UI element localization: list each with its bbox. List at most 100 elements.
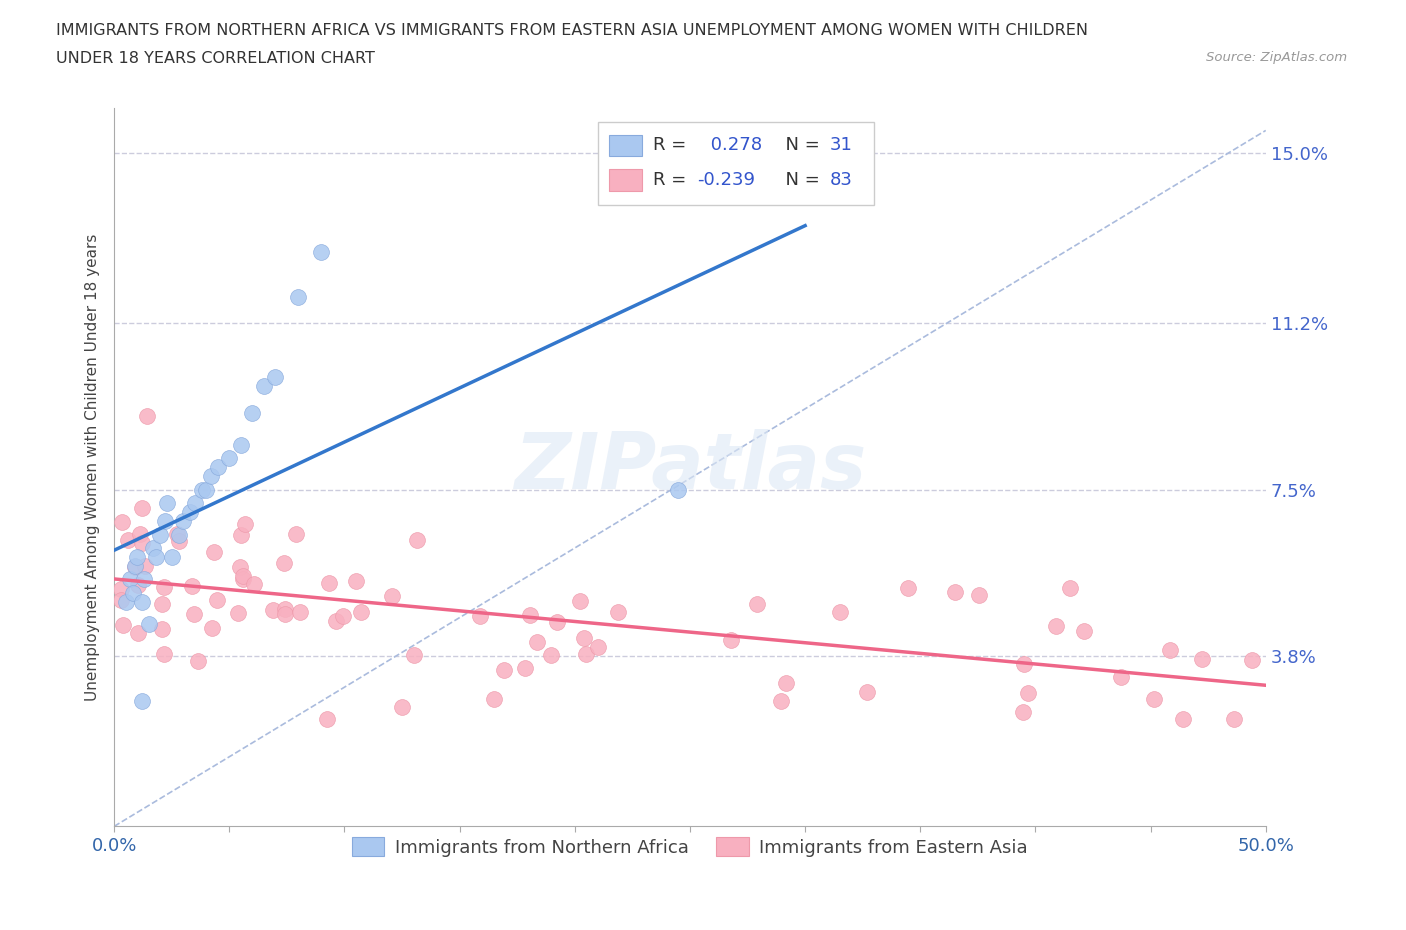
Point <box>145 550 167 565</box>
Point <box>402 648 425 663</box>
Point <box>184 496 207 511</box>
Point <box>129 526 152 541</box>
Point <box>218 451 240 466</box>
Point <box>120 572 142 587</box>
Point <box>1059 581 1081 596</box>
Point <box>540 647 562 662</box>
Point <box>205 592 228 607</box>
Point <box>153 647 176 662</box>
Point <box>183 606 205 621</box>
Point <box>195 482 218 497</box>
Text: N =: N = <box>775 137 825 154</box>
Point <box>226 605 249 620</box>
Point <box>127 626 149 641</box>
Point <box>607 604 630 619</box>
Point <box>110 593 132 608</box>
Point <box>166 526 188 541</box>
Text: ZIPatlas: ZIPatlas <box>513 429 866 505</box>
Point <box>897 581 920 596</box>
Point <box>112 618 135 632</box>
Point <box>167 527 190 542</box>
Point <box>131 501 153 516</box>
Point <box>134 572 156 587</box>
Text: 0.278: 0.278 <box>704 137 762 154</box>
Point <box>172 513 194 528</box>
Point <box>1014 657 1036 671</box>
Point <box>285 526 308 541</box>
Point <box>232 572 254 587</box>
Point <box>187 654 209 669</box>
Point <box>405 532 427 547</box>
Point <box>325 613 347 628</box>
Point <box>142 540 165 555</box>
Point <box>229 560 252 575</box>
Point <box>482 692 505 707</box>
Point <box>588 640 610 655</box>
Point <box>233 517 256 532</box>
Text: -0.239: -0.239 <box>697 171 755 189</box>
Text: R =: R = <box>654 137 692 154</box>
Point <box>1143 691 1166 706</box>
Point <box>160 550 183 565</box>
Point <box>574 631 596 645</box>
Point <box>111 514 134 529</box>
Point <box>127 578 149 592</box>
Point <box>153 580 176 595</box>
Point <box>150 596 173 611</box>
Point <box>288 604 311 619</box>
Point <box>526 634 548 649</box>
Point <box>575 646 598 661</box>
Point <box>855 684 877 699</box>
Point <box>1222 711 1244 726</box>
Point <box>110 581 132 596</box>
Point <box>114 594 136 609</box>
Point <box>470 608 492 623</box>
Point <box>1159 643 1181 658</box>
Point <box>492 663 515 678</box>
Point <box>1073 623 1095 638</box>
Point <box>202 545 225 560</box>
Point <box>770 694 793 709</box>
Text: 83: 83 <box>830 171 852 189</box>
Legend: Immigrants from Northern Africa, Immigrants from Eastern Asia: Immigrants from Northern Africa, Immigra… <box>344 830 1035 864</box>
Point <box>167 534 190 549</box>
Point <box>775 676 797 691</box>
Point <box>136 408 159 423</box>
Point <box>318 576 340 591</box>
Point <box>828 604 851 619</box>
Point <box>1012 704 1035 719</box>
Point <box>124 559 146 574</box>
Point <box>121 585 143 600</box>
Point <box>134 558 156 573</box>
Point <box>311 245 333 259</box>
Bar <box>609 169 641 191</box>
Point <box>131 693 153 708</box>
Point <box>391 700 413 715</box>
Point <box>253 379 276 393</box>
Point <box>1171 711 1194 726</box>
Point <box>967 588 990 603</box>
Point <box>747 597 769 612</box>
Point <box>232 569 254 584</box>
Point <box>943 585 966 600</box>
Point <box>156 496 179 511</box>
Point <box>149 527 172 542</box>
FancyBboxPatch shape <box>598 123 875 205</box>
Point <box>720 632 742 647</box>
Text: R =: R = <box>654 171 692 189</box>
Bar <box>609 135 641 156</box>
Point <box>264 370 287 385</box>
Point <box>131 536 153 551</box>
Text: UNDER 18 YEARS CORRELATION CHART: UNDER 18 YEARS CORRELATION CHART <box>56 51 375 66</box>
Point <box>138 617 160 631</box>
Point <box>1240 652 1263 667</box>
Point <box>150 622 173 637</box>
Point <box>568 593 591 608</box>
Point <box>240 405 263 420</box>
Point <box>181 578 204 593</box>
Point <box>668 482 690 497</box>
Point <box>519 607 541 622</box>
Point <box>179 505 201 520</box>
Point <box>344 573 367 588</box>
Point <box>207 459 229 474</box>
